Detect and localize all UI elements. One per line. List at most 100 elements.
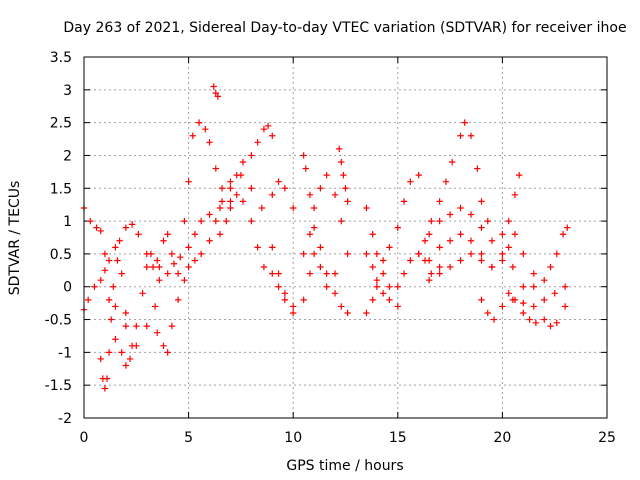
data-point	[233, 191, 240, 199]
series-s3	[97, 257, 136, 392]
data-point	[101, 267, 109, 274]
data-point	[197, 217, 205, 225]
data-point	[379, 257, 387, 264]
data-point	[105, 296, 113, 304]
data-point	[174, 270, 182, 277]
data-point	[248, 152, 255, 159]
data-point	[269, 270, 276, 277]
data-point	[218, 185, 226, 192]
data-point	[170, 260, 178, 267]
data-point	[237, 171, 245, 179]
data-point	[446, 263, 454, 271]
plot-frame	[83, 56, 608, 419]
data-point	[336, 145, 343, 153]
data-point	[227, 198, 234, 205]
data-point	[436, 198, 443, 205]
data-point	[227, 178, 234, 185]
series-s5	[154, 171, 297, 356]
data-point	[151, 303, 159, 310]
data-point	[467, 250, 475, 258]
data-point	[505, 290, 512, 297]
data-point	[457, 132, 464, 139]
data-point	[446, 211, 454, 218]
data-point	[164, 270, 171, 277]
y-tick-label: 2.5	[50, 116, 72, 132]
data-point	[530, 303, 537, 310]
data-point	[478, 250, 485, 258]
data-point	[185, 244, 192, 251]
data-point	[206, 237, 213, 244]
data-point	[206, 139, 213, 146]
data-point	[260, 126, 268, 133]
data-point	[386, 283, 393, 290]
data-point	[122, 362, 130, 369]
data-point	[302, 165, 309, 172]
data-point	[164, 349, 171, 356]
data-point	[484, 309, 491, 317]
data-point	[164, 231, 171, 238]
data-point	[216, 204, 224, 212]
data-point	[110, 283, 117, 290]
data-point	[373, 250, 381, 258]
data-point	[156, 276, 163, 284]
data-point	[114, 257, 121, 264]
data-point	[212, 217, 219, 225]
data-point	[239, 198, 247, 205]
data-point	[154, 329, 161, 336]
data-point	[317, 244, 324, 251]
data-point	[386, 244, 393, 251]
data-point	[323, 270, 330, 277]
x-axis-label: GPS time / hours	[286, 458, 403, 474]
data-point	[457, 204, 464, 212]
data-point	[118, 349, 125, 356]
data-point	[520, 283, 527, 290]
data-point	[547, 263, 554, 271]
y-tick-label: 0.5	[50, 247, 72, 263]
data-point	[185, 178, 192, 185]
data-point	[499, 257, 506, 264]
x-tick-label: 10	[284, 430, 302, 446]
data-point	[515, 171, 523, 179]
data-point	[400, 198, 408, 205]
data-point	[227, 204, 234, 212]
data-point	[467, 132, 475, 139]
data-point	[306, 231, 314, 238]
data-point	[218, 198, 226, 205]
data-point	[561, 283, 569, 290]
data-point	[143, 263, 150, 271]
data-point	[547, 322, 554, 330]
series-s17	[425, 171, 523, 244]
data-point	[369, 231, 376, 238]
data-point	[425, 231, 433, 238]
data-point	[269, 191, 276, 199]
data-point	[369, 296, 376, 304]
series-s15	[363, 270, 401, 317]
data-point	[379, 290, 387, 297]
data-point	[168, 250, 176, 258]
data-point	[310, 224, 318, 231]
y-tick-label: 1.5	[50, 181, 72, 197]
data-point	[191, 231, 199, 238]
data-point	[561, 303, 569, 310]
x-tick-label: 15	[389, 430, 407, 446]
data-point	[467, 211, 475, 218]
series-s4	[112, 119, 276, 349]
data-point	[281, 296, 289, 304]
data-point	[505, 217, 512, 225]
data-point	[306, 270, 314, 277]
data-point	[216, 231, 224, 238]
data-point	[139, 290, 146, 297]
data-point	[338, 303, 345, 310]
data-point	[532, 319, 540, 327]
y-tick-label: 1	[63, 214, 72, 230]
data-point	[290, 204, 297, 212]
data-point	[541, 296, 548, 304]
data-point	[93, 224, 100, 231]
series-s6	[210, 83, 222, 100]
series-s7	[216, 191, 297, 317]
data-point	[275, 270, 282, 277]
data-point	[553, 250, 560, 258]
data-point	[248, 185, 255, 192]
data-point	[275, 178, 282, 185]
data-point	[212, 89, 219, 97]
